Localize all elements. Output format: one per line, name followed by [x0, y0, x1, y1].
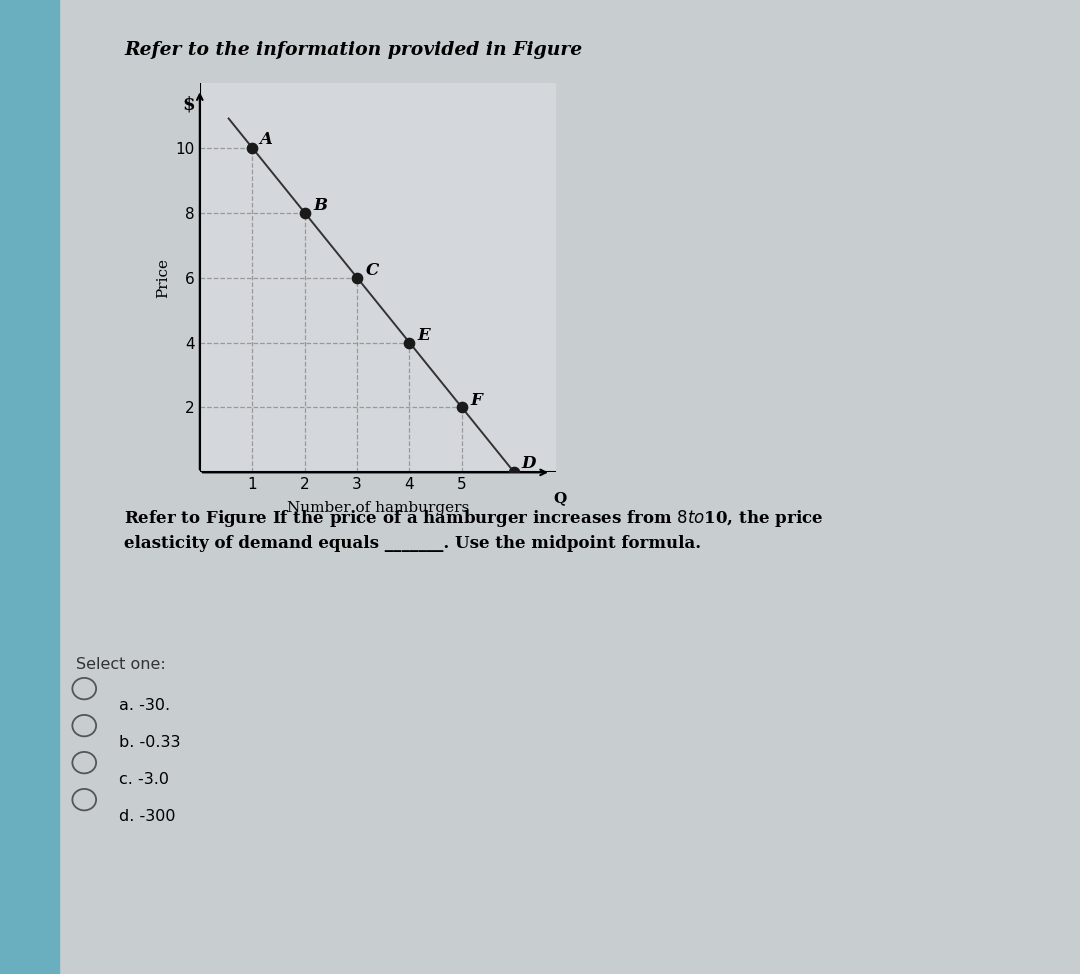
- Text: d. -300: d. -300: [119, 809, 175, 824]
- Text: A: A: [259, 131, 272, 147]
- Point: [401, 335, 418, 351]
- Text: D: D: [522, 455, 536, 472]
- Text: Refer to Figure If the price of a hamburger increases from $8 to $10, the price: Refer to Figure If the price of a hambur…: [124, 508, 823, 530]
- Text: a. -30.: a. -30.: [119, 698, 170, 713]
- Text: C: C: [365, 262, 379, 279]
- Text: B: B: [313, 197, 327, 214]
- Text: c. -3.0: c. -3.0: [119, 772, 168, 787]
- Text: Refer to the information provided in Figure: Refer to the information provided in Fig…: [124, 41, 582, 58]
- Text: elasticity of demand equals _______. Use the midpoint formula.: elasticity of demand equals _______. Use…: [124, 535, 701, 551]
- X-axis label: Number of hamburgers: Number of hamburgers: [287, 501, 469, 514]
- Y-axis label: Price: Price: [157, 257, 171, 298]
- Point: [296, 205, 313, 220]
- Text: F: F: [470, 392, 482, 409]
- Text: Select one:: Select one:: [76, 657, 165, 672]
- Text: $: $: [181, 95, 194, 114]
- Text: Q: Q: [554, 491, 567, 506]
- Point: [505, 465, 523, 480]
- Point: [454, 399, 471, 415]
- Point: [244, 140, 261, 156]
- Text: E: E: [418, 326, 431, 344]
- Point: [349, 270, 366, 285]
- Text: b. -0.33: b. -0.33: [119, 735, 180, 750]
